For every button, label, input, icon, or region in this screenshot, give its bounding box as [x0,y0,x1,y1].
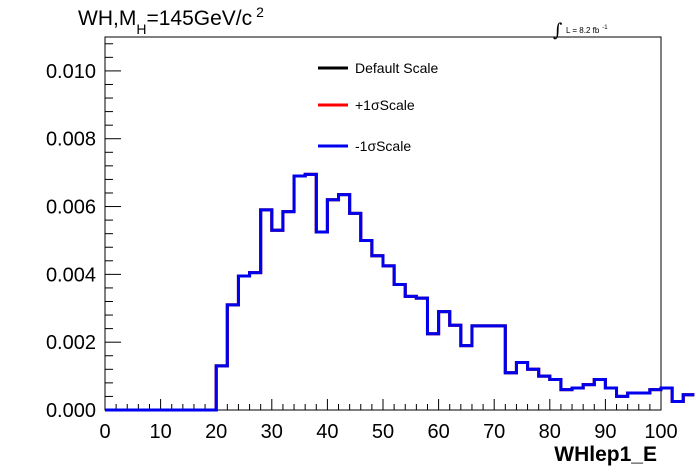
x-tick-label: 30 [261,421,283,443]
y-tick-label: 0.002 [46,332,96,354]
legend-label-1: +1σScale [355,97,415,113]
x-tick-label: 80 [539,421,561,443]
legend-label-2: -1σScale [355,138,411,154]
x-tick-label: 0 [99,421,110,443]
x-tick-label: 70 [483,421,505,443]
y-axis-tick-labels: 0.000 0.002 0.004 0.006 0.008 0.010 [46,61,96,422]
y-tick-label: 0.000 [46,400,96,422]
luminosity-label: L = 8.2 fb -1 [566,25,608,35]
x-tick-label: 100 [644,421,677,443]
y-tick-label: 0.004 [46,264,96,286]
y-tick-label: 0.008 [46,129,96,151]
title-value: =145GeV/c [146,7,252,30]
legend: Default Scale +1σScale -1σScale [318,60,438,154]
chart-title: WH,MH=145GeV/c 2 [78,4,264,37]
luminosity-exponent: -1 [602,25,608,31]
plot-frame [104,36,662,411]
series-line-1 [105,172,695,412]
x-tick-label: 90 [594,421,616,443]
legend-label-0: Default Scale [355,60,438,76]
title-subscript: H [136,21,146,37]
title-superscript: 2 [256,4,264,20]
x-tick-label: 40 [316,421,338,443]
title-prefix: WH,M [78,7,136,30]
x-axis-title: WHlep1_E [554,443,657,466]
x-tick-label: 50 [372,421,394,443]
y-axis-ticks [105,43,121,411]
x-tick-label: 20 [205,421,227,443]
y-tick-label: 0.010 [46,61,96,83]
series-line-2 [105,172,695,412]
integral-sign: ∫ [553,20,563,41]
x-tick-label: 60 [427,421,449,443]
x-axis-ticks [104,399,662,410]
luminosity-text: L = 8.2 fb [566,26,600,35]
x-axis-tick-labels: 0 10 20 30 40 50 60 70 80 90 100 [99,421,677,443]
series-group [105,172,695,412]
x-tick-label: 10 [149,421,171,443]
series-line-0 [105,172,695,412]
y-tick-label: 0.006 [46,197,96,219]
